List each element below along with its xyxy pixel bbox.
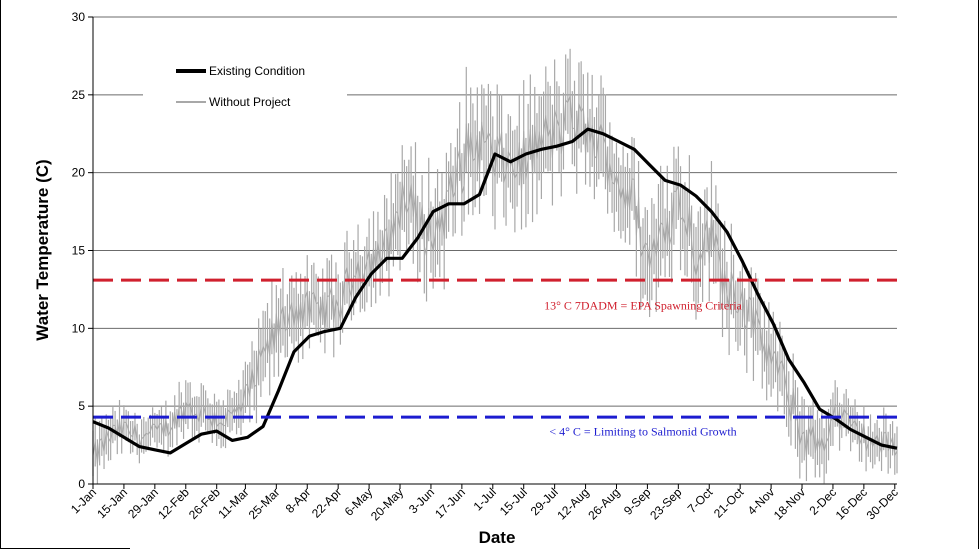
legend-label-existing: Existing Condition — [209, 64, 305, 78]
y-tick-label: 15 — [72, 244, 86, 258]
x-tick-label: 26-Aug — [585, 485, 622, 522]
x-tick-labels: 1-Jan15-Jan29-Jan12-Feb26-Feb11-Mar25-Ma… — [68, 485, 901, 524]
x-tick-label: 29-Jan — [125, 485, 161, 521]
without-project-line — [92, 95, 898, 465]
y-tick-labels: 0 5 10 15 20 25 30 — [72, 10, 86, 491]
x-tick-label: 21-Oct — [711, 485, 747, 521]
x-tick-label: 26-Feb — [186, 485, 223, 522]
x-tick-label: 15-Jul — [497, 485, 530, 518]
x-tick-label: 12-Aug — [554, 485, 591, 522]
x-tick-label: 11-Mar — [215, 485, 251, 521]
x-tick-label: 25-Mar — [246, 485, 283, 522]
y-tick-label: 10 — [72, 321, 86, 335]
y-tick-label: 30 — [72, 10, 86, 24]
y-tick-label: 0 — [78, 477, 85, 491]
series-existing-condition — [92, 127, 898, 455]
x-tick-label: 23-Sep — [647, 485, 684, 522]
x-tick-label: 17-Jun — [432, 485, 468, 521]
x-axis-title: Date — [479, 528, 516, 547]
x-tick-label: 15-Jan — [94, 485, 130, 521]
y-axis-title: Water Temperature (C) — [33, 159, 52, 340]
x-tick-label: 1-Jul — [471, 485, 499, 513]
x-tick-label: 20-May — [368, 485, 406, 523]
annotation-epa-spawning: 13° C 7DADM = EPA Spawning Criteria — [544, 299, 742, 313]
legend-label-without-project: Without Project — [209, 95, 291, 109]
annotation-salmonid-growth: < 4° C = Limiting to Salmonid Growth — [549, 425, 736, 439]
x-tick-label: 30-Dec — [864, 485, 901, 522]
legend: Existing Condition Without Project — [176, 64, 305, 109]
annotations: 13° C 7DADM = EPA Spawning Criteria < 4° … — [544, 299, 742, 439]
reference-lines — [93, 278, 897, 419]
x-tick-label: 16-Dec — [833, 485, 870, 522]
y-tick-label: 5 — [78, 399, 85, 413]
y-tick-label: 25 — [72, 88, 86, 102]
series-without-project — [92, 48, 898, 484]
axes — [88, 16, 897, 489]
existing-condition-line — [92, 127, 898, 455]
x-tick-label: 12-Feb — [155, 485, 192, 522]
x-tick-label: 22-Apr — [309, 485, 344, 520]
y-tick-label: 20 — [72, 166, 86, 180]
x-tick-label: 18-Nov — [771, 485, 808, 522]
